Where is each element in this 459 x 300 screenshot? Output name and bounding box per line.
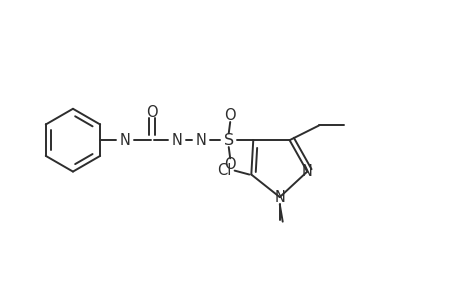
Text: Cl: Cl	[216, 163, 230, 178]
Text: O: O	[224, 108, 235, 123]
Text: N: N	[196, 133, 206, 148]
Text: N: N	[171, 133, 182, 148]
Text: S: S	[223, 133, 233, 148]
Text: O: O	[224, 157, 235, 172]
Text: N: N	[274, 190, 285, 205]
Text: O: O	[146, 105, 157, 120]
Text: N: N	[301, 164, 312, 179]
Text: N: N	[119, 133, 130, 148]
